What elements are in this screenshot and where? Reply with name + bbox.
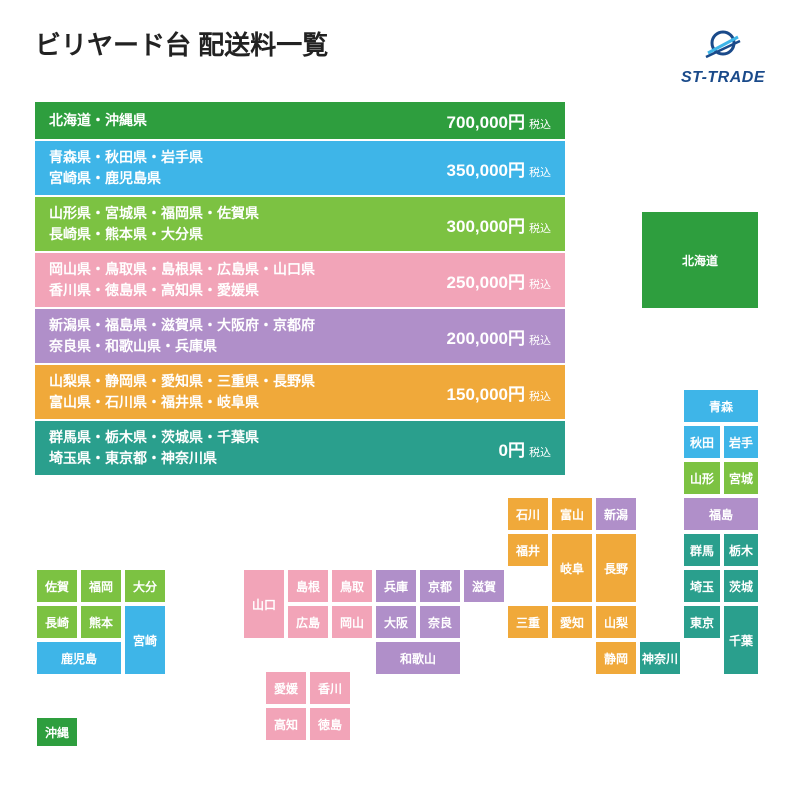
- prefecture-富山: 富山: [550, 496, 594, 532]
- prefecture-宮城: 宮城: [722, 460, 760, 496]
- prefecture-佐賀: 佐賀: [35, 568, 79, 604]
- prefecture-大分: 大分: [123, 568, 167, 604]
- prefecture-埼玉: 埼玉: [682, 568, 722, 604]
- prefecture-鹿児島: 鹿児島: [35, 640, 123, 676]
- prefecture-岐阜: 岐阜: [550, 532, 594, 604]
- prefecture-沖縄: 沖縄: [35, 716, 79, 748]
- prefecture-広島: 広島: [286, 604, 330, 640]
- prefecture-新潟: 新潟: [594, 496, 638, 532]
- prefecture-京都: 京都: [418, 568, 462, 604]
- prefecture-山梨: 山梨: [594, 604, 638, 640]
- prefecture-福岡: 福岡: [79, 568, 123, 604]
- prefecture-鳥取: 鳥取: [330, 568, 374, 604]
- prefecture-神奈川: 神奈川: [638, 640, 682, 676]
- prefecture-愛媛: 愛媛: [264, 670, 308, 706]
- prefecture-徳島: 徳島: [308, 706, 352, 742]
- prefecture-山口: 山口: [242, 568, 286, 640]
- prefecture-大阪: 大阪: [374, 604, 418, 640]
- prefecture-奈良: 奈良: [418, 604, 462, 640]
- prefecture-岩手: 岩手: [722, 424, 760, 460]
- prefecture-長崎: 長崎: [35, 604, 79, 640]
- prefecture-兵庫: 兵庫: [374, 568, 418, 604]
- prefecture-千葉: 千葉: [722, 604, 760, 676]
- prefecture-群馬: 群馬: [682, 532, 722, 568]
- japan-map: 北海道青森秋田岩手山形宮城福島 新潟富山石川群馬栃木 長野岐阜福井埼玉茨城山梨愛知 東…: [0, 0, 800, 800]
- prefecture-東京: 東京: [682, 604, 722, 640]
- prefecture-宮崎: 宮崎: [123, 604, 167, 676]
- prefecture-島根: 島根: [286, 568, 330, 604]
- prefecture-石川: 石川: [506, 496, 550, 532]
- prefecture-福井: 福井: [506, 532, 550, 568]
- prefecture-岡山: 岡山: [330, 604, 374, 640]
- prefecture-和歌山: 和歌山: [374, 640, 462, 676]
- prefecture-熊本: 熊本: [79, 604, 123, 640]
- prefecture-三重: 三重: [506, 604, 550, 640]
- prefecture-秋田: 秋田: [682, 424, 722, 460]
- prefecture-福島: 福島: [682, 496, 760, 532]
- prefecture-静岡: 静岡: [594, 640, 638, 676]
- prefecture-長野: 長野: [594, 532, 638, 604]
- prefecture-青森: 青森: [682, 388, 760, 424]
- prefecture-山形: 山形: [682, 460, 722, 496]
- prefecture-滋賀: 滋賀: [462, 568, 506, 604]
- prefecture-栃木: 栃木: [722, 532, 760, 568]
- prefecture-高知: 高知: [264, 706, 308, 742]
- prefecture-香川: 香川: [308, 670, 352, 706]
- prefecture-茨城: 茨城: [722, 568, 760, 604]
- prefecture-北海道: 北海道: [640, 210, 760, 310]
- prefecture-愛知: 愛知: [550, 604, 594, 640]
